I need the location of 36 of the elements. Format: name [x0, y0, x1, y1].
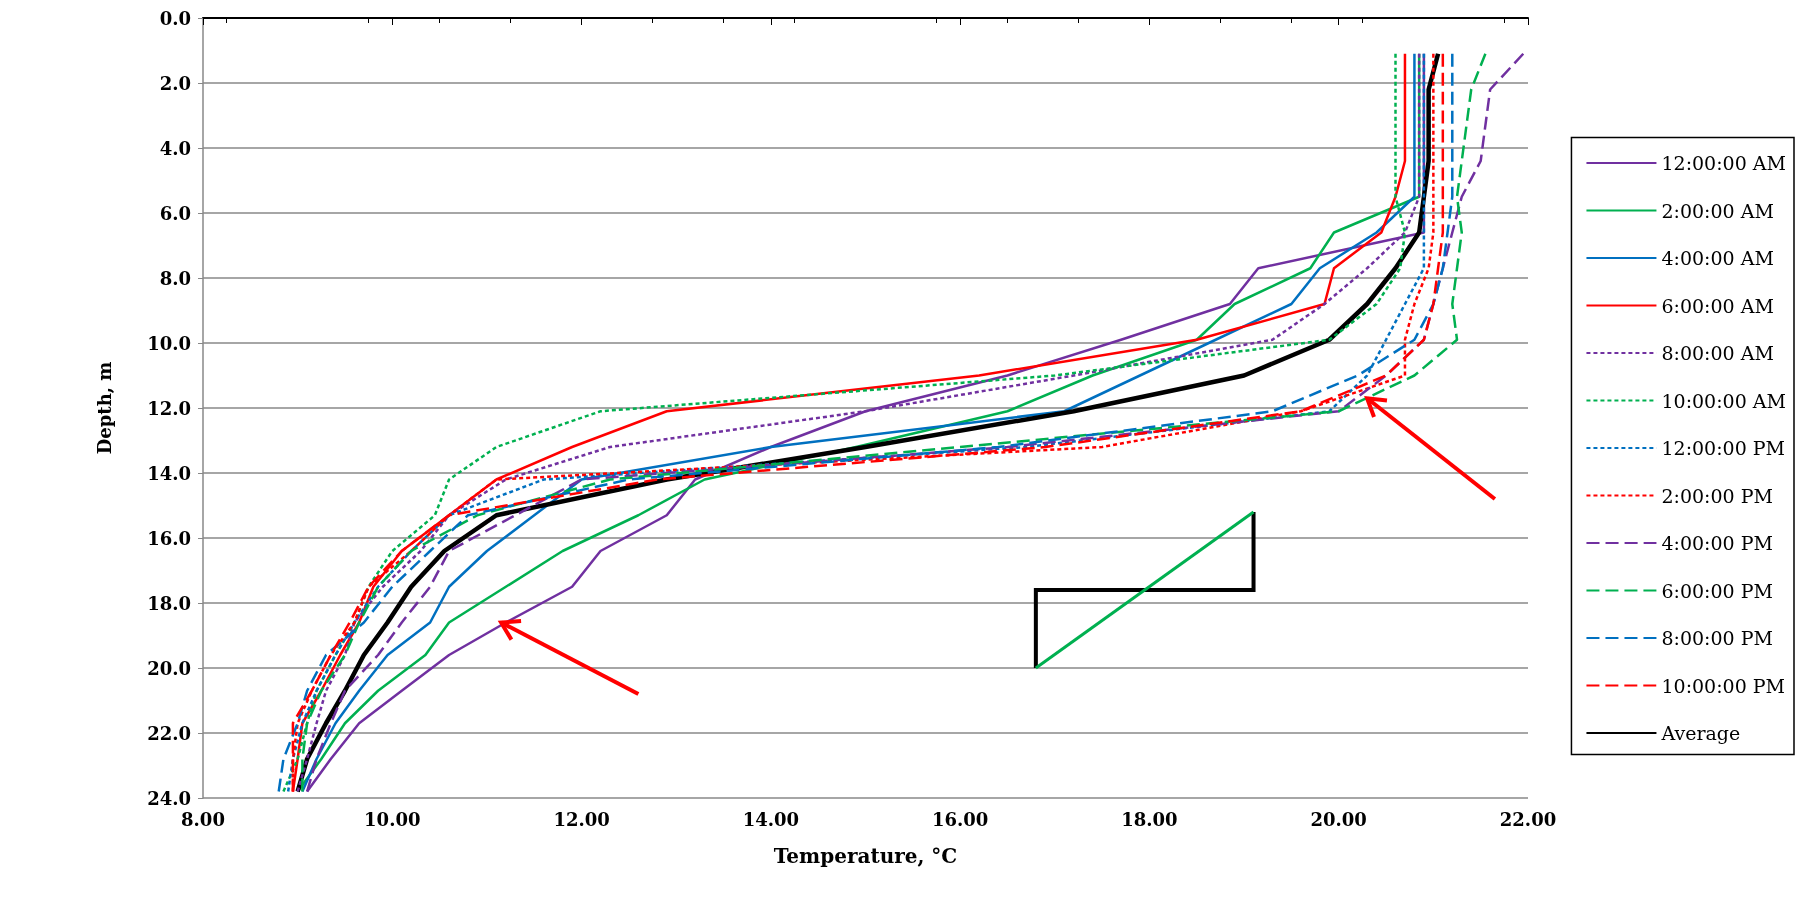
y-tick-label: 4.0: [159, 137, 191, 159]
legend-label: 10:00:00 AM: [1661, 389, 1787, 412]
y-tick-label: 16.0: [147, 527, 191, 549]
y-tick-label: 12.0: [147, 397, 191, 419]
legend-label: 4:00:00 AM: [1661, 247, 1774, 269]
legend-label: 8:00:00 AM: [1661, 342, 1774, 364]
y-tick-label: 2.0: [159, 72, 191, 94]
y-tick-label: 0.0: [159, 7, 191, 29]
legend-label: 2:00:00 AM: [1661, 199, 1774, 222]
x-tick-label: 12.00: [553, 808, 610, 830]
x-axis-title: Temperature, °C: [773, 844, 958, 868]
legend-label: 12:00:00 PM: [1661, 437, 1786, 459]
legend-label: 6:00:00 PM: [1661, 579, 1773, 602]
legend-label: 10:00:00 PM: [1661, 674, 1786, 697]
y-tick-label: 14.0: [147, 462, 191, 484]
y-axis-title: Depth, m: [93, 361, 115, 455]
legend-label: 2:00:00 PM: [1661, 484, 1773, 507]
y-tick-label: 22.0: [147, 722, 191, 744]
y-tick-label: 24.0: [147, 787, 191, 809]
legend-label: 12:00:00 AM: [1661, 152, 1787, 174]
x-tick-label: 10.00: [364, 808, 421, 830]
x-tick-label: 8.00: [181, 808, 225, 830]
x-tick-label: 22.00: [1499, 808, 1557, 830]
x-tick-label: 18.00: [1121, 808, 1178, 830]
y-tick-label: 18.0: [147, 592, 191, 614]
y-tick-label: 10.0: [147, 332, 191, 354]
legend-label: 8:00:00 PM: [1661, 627, 1773, 649]
x-tick-label: 14.00: [742, 808, 800, 830]
y-tick-label: 20.0: [147, 657, 191, 679]
legend-label: Average: [1660, 722, 1741, 744]
x-tick-label: 20.00: [1310, 808, 1367, 830]
x-tick-label: 16.00: [931, 808, 989, 830]
legend-label: 4:00:00 PM: [1661, 532, 1773, 554]
legend-label: 6:00:00 AM: [1661, 294, 1774, 317]
y-tick-label: 6.0: [159, 202, 191, 224]
y-tick-label: 8.0: [159, 267, 191, 289]
